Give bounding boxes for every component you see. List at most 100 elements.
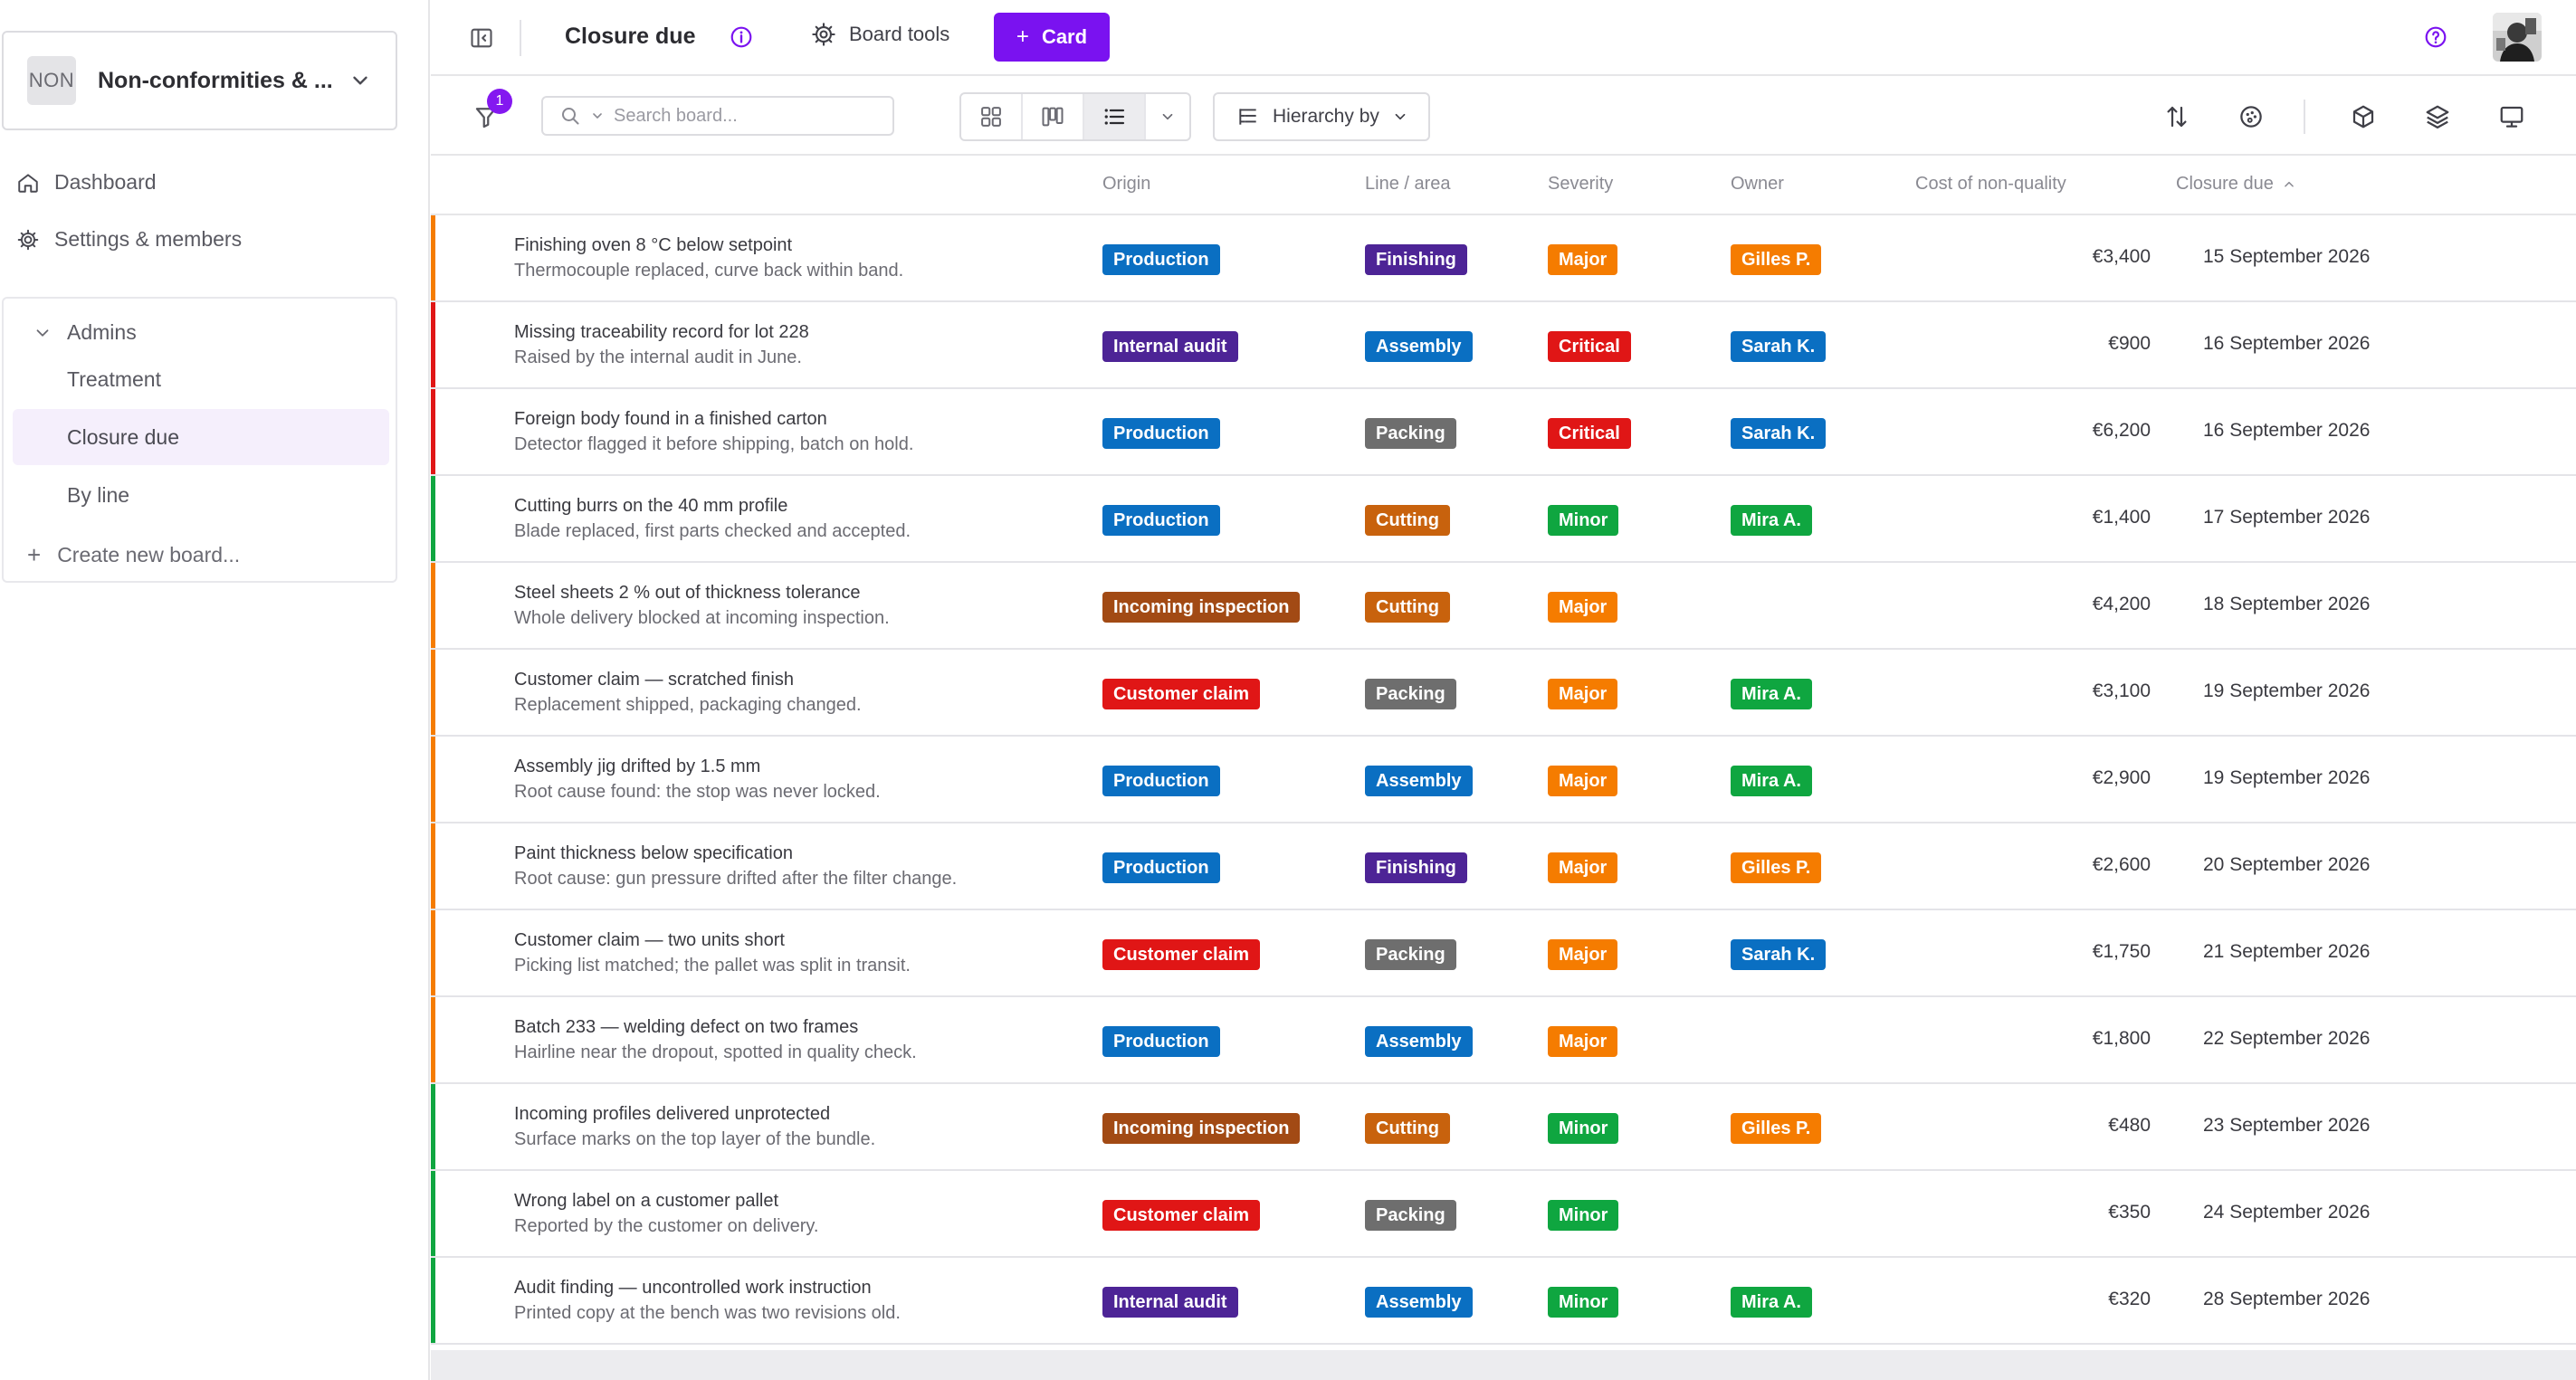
- palette-icon[interactable]: [2237, 103, 2265, 130]
- origin-tag[interactable]: Production: [1102, 1026, 1220, 1057]
- table-row[interactable]: Audit finding — uncontrolled work instru…: [431, 1258, 2576, 1345]
- column-owner[interactable]: Owner: [1731, 174, 1784, 194]
- line-tag[interactable]: Cutting: [1365, 1113, 1450, 1144]
- owner-tag[interactable]: Gilles P.: [1731, 852, 1822, 883]
- card-title[interactable]: Batch 233 — welding defect on two frames: [514, 1017, 859, 1037]
- origin-tag[interactable]: Customer claim: [1102, 939, 1261, 970]
- severity-tag[interactable]: Minor: [1548, 1287, 1619, 1318]
- card-title[interactable]: Customer claim — two units short: [514, 930, 785, 950]
- owner-tag[interactable]: Sarah K.: [1731, 418, 1827, 449]
- table-row[interactable]: Steel sheets 2 % out of thickness tolera…: [431, 563, 2576, 650]
- table-row[interactable]: Customer claim — scratched finish Replace…: [431, 650, 2576, 737]
- view-more-button[interactable]: [1146, 94, 1189, 139]
- owner-tag[interactable]: Mira A.: [1731, 1287, 1812, 1318]
- column-origin[interactable]: Origin: [1102, 174, 1151, 194]
- card-title[interactable]: Audit finding — uncontrolled work instru…: [514, 1278, 872, 1298]
- severity-tag[interactable]: Minor: [1548, 505, 1619, 536]
- view-kanban-button[interactable]: [1023, 94, 1084, 139]
- owner-tag[interactable]: Gilles P.: [1731, 244, 1822, 275]
- search-box[interactable]: [541, 96, 894, 136]
- severity-tag[interactable]: Major: [1548, 592, 1618, 623]
- table-row[interactable]: Incoming profiles delivered unprotected S…: [431, 1084, 2576, 1171]
- card-title[interactable]: Customer claim — scratched finish: [514, 670, 794, 690]
- line-tag[interactable]: Finishing: [1365, 244, 1467, 275]
- workspace-switcher[interactable]: NON Non-conformities & ...: [2, 31, 397, 130]
- nav-settings[interactable]: Settings & members: [16, 227, 242, 252]
- board-tools-button[interactable]: Board tools: [811, 22, 949, 47]
- line-tag[interactable]: Packing: [1365, 679, 1456, 709]
- search-input[interactable]: [614, 105, 849, 127]
- line-tag[interactable]: Cutting: [1365, 592, 1450, 623]
- owner-tag[interactable]: Mira A.: [1731, 679, 1812, 709]
- line-tag[interactable]: Packing: [1365, 1200, 1456, 1231]
- boards-group-admins[interactable]: Admins: [33, 320, 137, 345]
- view-list-button[interactable]: [1084, 94, 1146, 139]
- card-title[interactable]: Wrong label on a customer pallet: [514, 1191, 779, 1211]
- card-title[interactable]: Missing traceability record for lot 228: [514, 322, 809, 342]
- origin-tag[interactable]: Customer claim: [1102, 1200, 1261, 1231]
- origin-tag[interactable]: Internal audit: [1102, 1287, 1238, 1318]
- line-tag[interactable]: Cutting: [1365, 505, 1450, 536]
- table-row[interactable]: Paint thickness below specification Root …: [431, 823, 2576, 910]
- origin-tag[interactable]: Customer claim: [1102, 679, 1261, 709]
- sidebar-toggle-icon[interactable]: [469, 25, 494, 51]
- line-tag[interactable]: Assembly: [1365, 331, 1473, 362]
- sort-icon[interactable]: [2163, 103, 2190, 130]
- severity-tag[interactable]: Major: [1548, 679, 1618, 709]
- owner-tag[interactable]: Gilles P.: [1731, 1113, 1822, 1144]
- severity-tag[interactable]: Minor: [1548, 1200, 1619, 1231]
- layers-icon[interactable]: [2424, 103, 2451, 130]
- view-grid-button[interactable]: [961, 94, 1023, 139]
- table-row[interactable]: Batch 233 — welding defect on two frames…: [431, 997, 2576, 1084]
- line-tag[interactable]: Assembly: [1365, 766, 1473, 796]
- severity-tag[interactable]: Major: [1548, 1026, 1618, 1057]
- help-icon[interactable]: [2424, 25, 2447, 49]
- card-title[interactable]: Cutting burrs on the 40 mm profile: [514, 496, 788, 516]
- line-tag[interactable]: Assembly: [1365, 1026, 1473, 1057]
- card-title[interactable]: Finishing oven 8 °C below setpoint: [514, 235, 793, 255]
- user-avatar[interactable]: [2493, 13, 2542, 62]
- column-due[interactable]: Closure due: [2176, 174, 2295, 195]
- severity-tag[interactable]: Major: [1548, 852, 1618, 883]
- board-item-treatment[interactable]: Treatment: [67, 366, 161, 391]
- column-line[interactable]: Line / area: [1365, 174, 1451, 194]
- card-title[interactable]: Assembly jig drifted by 1.5 mm: [514, 757, 761, 776]
- table-row[interactable]: Missing traceability record for lot 228 R…: [431, 302, 2576, 389]
- table-row[interactable]: Foreign body found in a finished carton D…: [431, 389, 2576, 476]
- origin-tag[interactable]: Production: [1102, 852, 1220, 883]
- column-cost[interactable]: Cost of non-quality: [1915, 174, 2066, 194]
- origin-tag[interactable]: Production: [1102, 418, 1220, 449]
- line-tag[interactable]: Packing: [1365, 939, 1456, 970]
- card-title[interactable]: Steel sheets 2 % out of thickness tolera…: [514, 583, 861, 603]
- line-tag[interactable]: Packing: [1365, 418, 1456, 449]
- origin-tag[interactable]: Production: [1102, 766, 1220, 796]
- board-item-by-line[interactable]: By line: [67, 482, 130, 507]
- create-board-button[interactable]: + Create new board...: [27, 541, 240, 569]
- add-card-button[interactable]: + Card: [994, 13, 1110, 62]
- origin-tag[interactable]: Production: [1102, 244, 1220, 275]
- line-tag[interactable]: Assembly: [1365, 1287, 1473, 1318]
- owner-tag[interactable]: Sarah K.: [1731, 939, 1827, 970]
- card-title[interactable]: Foreign body found in a finished carton: [514, 409, 827, 429]
- origin-tag[interactable]: Incoming inspection: [1102, 1113, 1301, 1144]
- severity-tag[interactable]: Minor: [1548, 1113, 1619, 1144]
- table-row[interactable]: Cutting burrs on the 40 mm profile Blade …: [431, 476, 2576, 563]
- card-title[interactable]: Paint thickness below specification: [514, 843, 793, 863]
- table-row[interactable]: Finishing oven 8 °C below setpoint Thermo…: [431, 215, 2576, 302]
- origin-tag[interactable]: Incoming inspection: [1102, 592, 1301, 623]
- owner-tag[interactable]: Mira A.: [1731, 505, 1812, 536]
- severity-tag[interactable]: Critical: [1548, 418, 1631, 449]
- table-row[interactable]: Assembly jig drifted by 1.5 mm Root cause…: [431, 737, 2576, 823]
- table-row[interactable]: Customer claim — two units short Picking …: [431, 910, 2576, 997]
- owner-tag[interactable]: Mira A.: [1731, 766, 1812, 796]
- monitor-icon[interactable]: [2498, 103, 2525, 130]
- origin-tag[interactable]: Production: [1102, 505, 1220, 536]
- severity-tag[interactable]: Critical: [1548, 331, 1631, 362]
- hierarchy-dropdown[interactable]: Hierarchy by: [1213, 92, 1430, 141]
- owner-tag[interactable]: Sarah K.: [1731, 331, 1827, 362]
- origin-tag[interactable]: Internal audit: [1102, 331, 1238, 362]
- line-tag[interactable]: Finishing: [1365, 852, 1467, 883]
- table-row[interactable]: Wrong label on a customer pallet Reported…: [431, 1171, 2576, 1258]
- severity-tag[interactable]: Major: [1548, 766, 1618, 796]
- card-title[interactable]: Incoming profiles delivered unprotected: [514, 1104, 831, 1124]
